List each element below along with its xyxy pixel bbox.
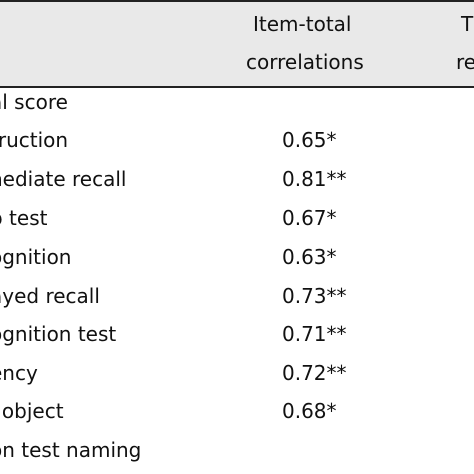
column-header-partial-line2: re [456,50,474,74]
row-value-object: 0.68* [282,399,337,423]
row-label-test-naming: on test naming [0,438,142,462]
table-top-rule [0,0,474,2]
table-header [0,0,474,86]
row-value-immediate-recall: 0.81** [282,167,347,191]
row-label-construction: truction [0,128,69,152]
row-label-stroop-test: p test [0,206,48,230]
row-label-total-score: al score [0,90,68,114]
row-value-recognition-test: 0.71** [282,322,347,346]
header-bottom-rule [0,86,474,88]
row-label-recognition: ognition [0,245,72,269]
row-value-fluency: 0.72** [282,361,347,385]
row-label-delayed-recall: ayed recall [0,284,100,308]
row-label-fluency: ency [0,361,38,385]
row-value-stroop-test: 0.67* [282,206,337,230]
row-label-object: l object [0,399,64,423]
row-value-delayed-recall: 0.73** [282,284,347,308]
row-label-immediate-recall: nediate recall [0,167,127,191]
row-value-construction: 0.65* [282,128,337,152]
column-header-partial-line1: T [461,12,474,36]
row-value-recognition: 0.63* [282,245,337,269]
column-header-item-total-line2: correlations [246,50,364,74]
column-header-item-total-line1: Item-total [253,12,352,36]
row-label-recognition-test: ognition test [0,322,117,346]
